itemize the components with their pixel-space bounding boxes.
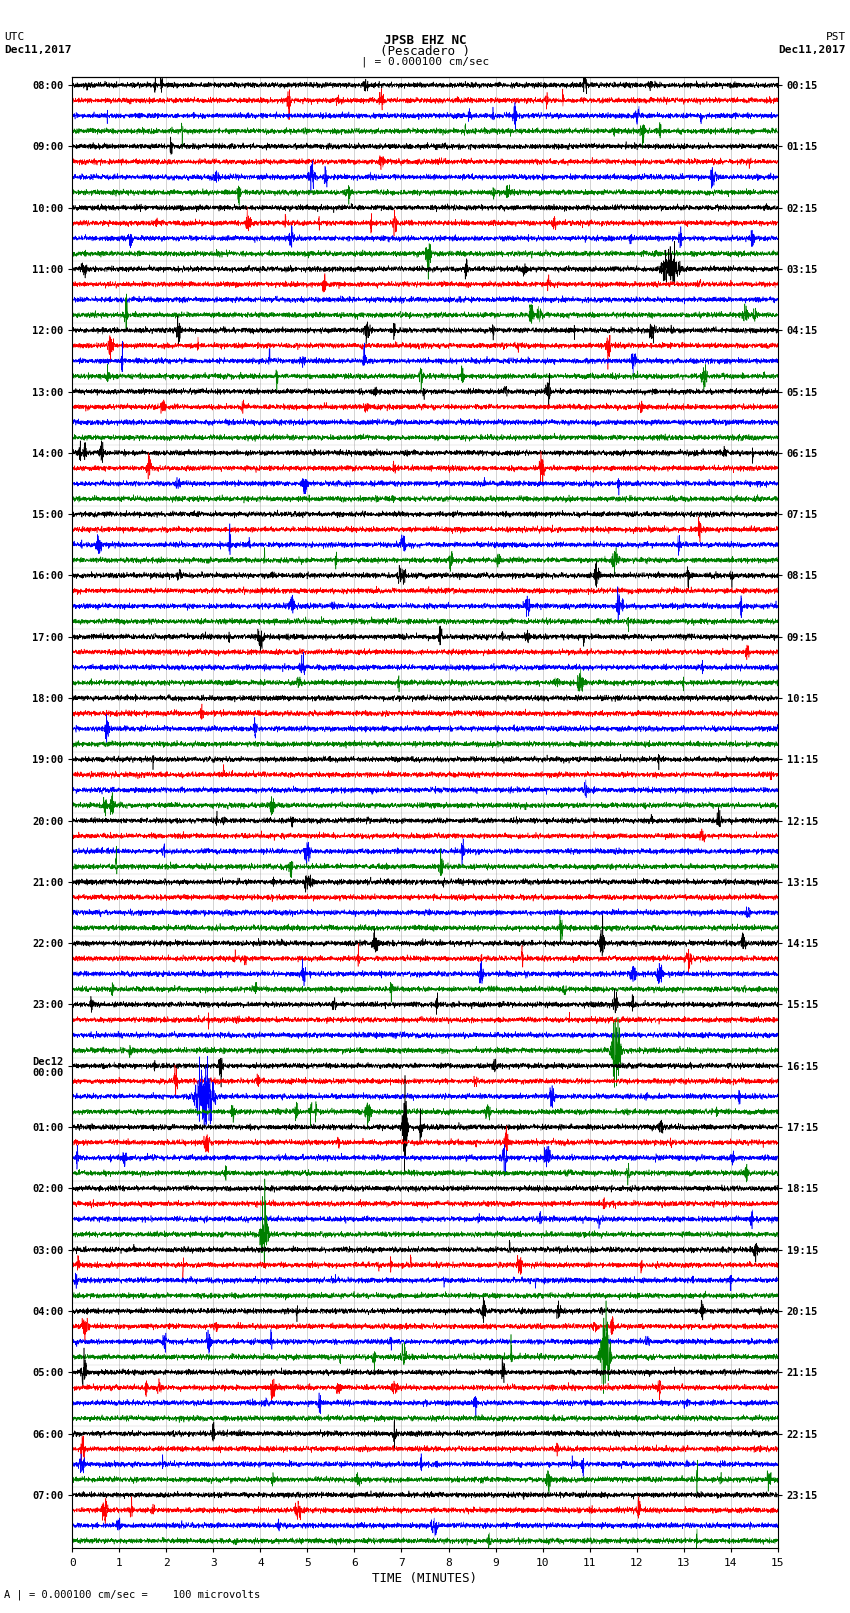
Text: A | = 0.000100 cm/sec =    100 microvolts: A | = 0.000100 cm/sec = 100 microvolts xyxy=(4,1589,260,1600)
Text: Dec11,2017: Dec11,2017 xyxy=(4,45,71,55)
X-axis label: TIME (MINUTES): TIME (MINUTES) xyxy=(372,1571,478,1584)
Text: Dec11,2017: Dec11,2017 xyxy=(779,45,846,55)
Text: UTC: UTC xyxy=(4,32,25,42)
Text: JPSB EHZ NC: JPSB EHZ NC xyxy=(383,34,467,47)
Text: (Pescadero ): (Pescadero ) xyxy=(380,45,470,58)
Text: | = 0.000100 cm/sec: | = 0.000100 cm/sec xyxy=(361,56,489,68)
Text: PST: PST xyxy=(825,32,846,42)
